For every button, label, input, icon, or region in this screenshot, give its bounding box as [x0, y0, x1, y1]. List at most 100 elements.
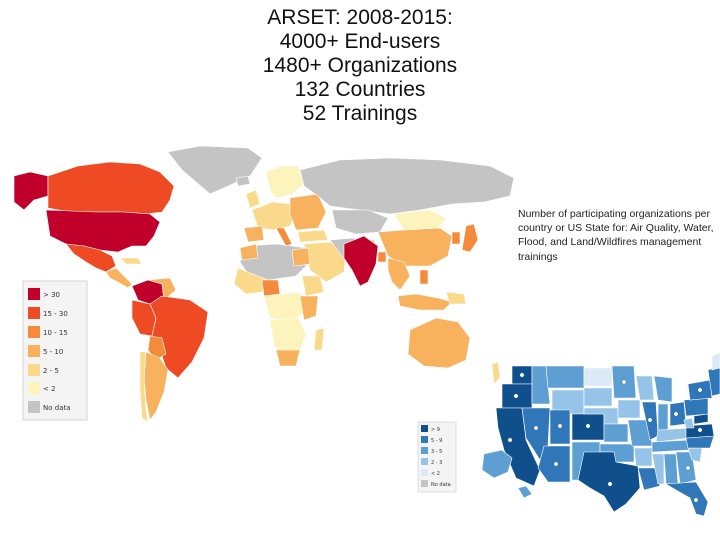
state-marker	[647, 417, 653, 423]
region-australia	[407, 317, 471, 369]
region-nigeria	[261, 279, 281, 297]
state-marker	[697, 427, 703, 433]
us-legend-label-2: 5 - 9	[431, 438, 442, 444]
world-legend-swatch-1	[28, 288, 40, 300]
world-legend-label-2: 15 - 30	[43, 310, 68, 318]
state-west-virginia	[683, 417, 695, 429]
region-south-africa	[275, 349, 301, 367]
state-louisiana	[637, 467, 661, 491]
region-venezuela	[147, 277, 177, 301]
region-kazakhstan	[331, 209, 389, 235]
title-line-1: ARSET: 2008-2015:	[267, 6, 453, 29]
us-legend-label-5: < 2	[431, 471, 440, 477]
state-tennessee	[651, 439, 691, 453]
us-legend-swatch-1	[421, 425, 428, 432]
state-hawaii	[517, 485, 533, 499]
region-bangladesh	[377, 251, 387, 263]
state-wisconsin	[635, 375, 655, 401]
world-legend-swatch-4	[28, 345, 40, 357]
state-indiana	[657, 403, 669, 431]
region-mongolia	[393, 209, 447, 231]
state-marker	[693, 497, 699, 503]
region-western-europe	[251, 201, 297, 231]
region-central-africa	[263, 291, 307, 323]
state-marker	[533, 425, 539, 431]
world-legend: > 30 15 - 30 10 - 15 5 - 10 2 - 5 < 2 No…	[22, 280, 88, 421]
world-legend-label-6: < 2	[43, 385, 56, 393]
state-montana	[545, 365, 585, 389]
state-marker	[513, 393, 519, 399]
us-map	[481, 351, 720, 517]
region-middle-east	[303, 241, 347, 283]
map-description: Number of participating organizations pe…	[518, 208, 714, 263]
us-legend-swatch-3	[421, 447, 428, 454]
world-legend-swatch-2	[28, 307, 40, 319]
state-iowa	[617, 399, 641, 419]
state-marker	[507, 437, 513, 443]
world-legend-label-5: 2 - 5	[43, 367, 59, 375]
world-legend-label-1: > 30	[43, 291, 60, 299]
page-title: ARSET: 2008-2015: 4000+ End-users 1480+ …	[200, 6, 520, 126]
us-legend-label-4: 2 - 3	[431, 460, 442, 466]
us-legend-swatch-5	[421, 469, 428, 476]
world-legend-swatch-7	[28, 401, 40, 413]
title-line-5: 52 Trainings	[302, 102, 418, 125]
region-canada	[47, 161, 175, 215]
state-marker	[685, 465, 691, 471]
region-japan	[461, 223, 479, 253]
world-legend-label-3: 10 - 15	[43, 329, 68, 337]
region-uk	[245, 189, 261, 209]
region-indonesia	[397, 293, 453, 311]
region-alaska	[13, 171, 49, 211]
region-central-america	[105, 267, 133, 289]
region-greenland	[167, 145, 263, 195]
us-legend-label-3: 3 - 5	[431, 449, 442, 455]
world-legend-label-7: No data	[43, 404, 71, 412]
state-marker	[557, 423, 563, 429]
state-marker	[519, 372, 525, 378]
us-legend: > 9 5 - 9 3 - 5 2 - 3 < 2 No data	[417, 421, 457, 493]
state-marker	[621, 379, 627, 385]
state-kansas	[603, 423, 629, 443]
region-brazil	[149, 295, 209, 379]
state-florida	[665, 481, 709, 517]
state-kentucky	[655, 427, 691, 443]
us-legend-swatch-2	[421, 436, 428, 443]
state-arkansas	[633, 447, 653, 467]
region-russia	[299, 157, 515, 215]
world-legend-swatch-5	[28, 364, 40, 376]
region-new-zealand	[491, 361, 501, 385]
title-line-4: 132 Countries	[294, 78, 426, 101]
region-bolivia	[147, 335, 167, 361]
region-eastern-europe	[289, 193, 327, 231]
region-spain	[243, 225, 265, 243]
state-marker	[553, 461, 559, 467]
region-scandinavia	[265, 165, 305, 199]
state-pennsylvania	[683, 397, 709, 417]
region-mexico	[65, 243, 117, 273]
world-map	[13, 145, 515, 423]
state-maryland	[693, 413, 709, 425]
state-marker	[607, 481, 613, 487]
region-chile	[139, 351, 149, 423]
region-korea	[451, 231, 461, 245]
region-east-africa	[299, 295, 319, 321]
us-legend-label-1: > 9	[431, 427, 440, 433]
region-ethiopia	[301, 275, 325, 297]
world-legend-label-4: 5 - 10	[43, 348, 63, 356]
us-legend-swatch-6	[421, 480, 428, 487]
region-egypt	[291, 247, 311, 267]
state-alaska	[481, 449, 513, 479]
region-caribbean	[119, 257, 143, 265]
region-papua	[445, 291, 467, 305]
state-north-dakota	[583, 367, 613, 387]
state-idaho	[531, 365, 551, 405]
state-mississippi	[651, 453, 665, 485]
state-maine	[711, 351, 720, 371]
region-philippines	[419, 269, 429, 285]
region-india	[343, 235, 379, 287]
state-marker	[585, 423, 591, 429]
state-marker	[697, 387, 703, 393]
region-west-africa	[233, 267, 269, 295]
